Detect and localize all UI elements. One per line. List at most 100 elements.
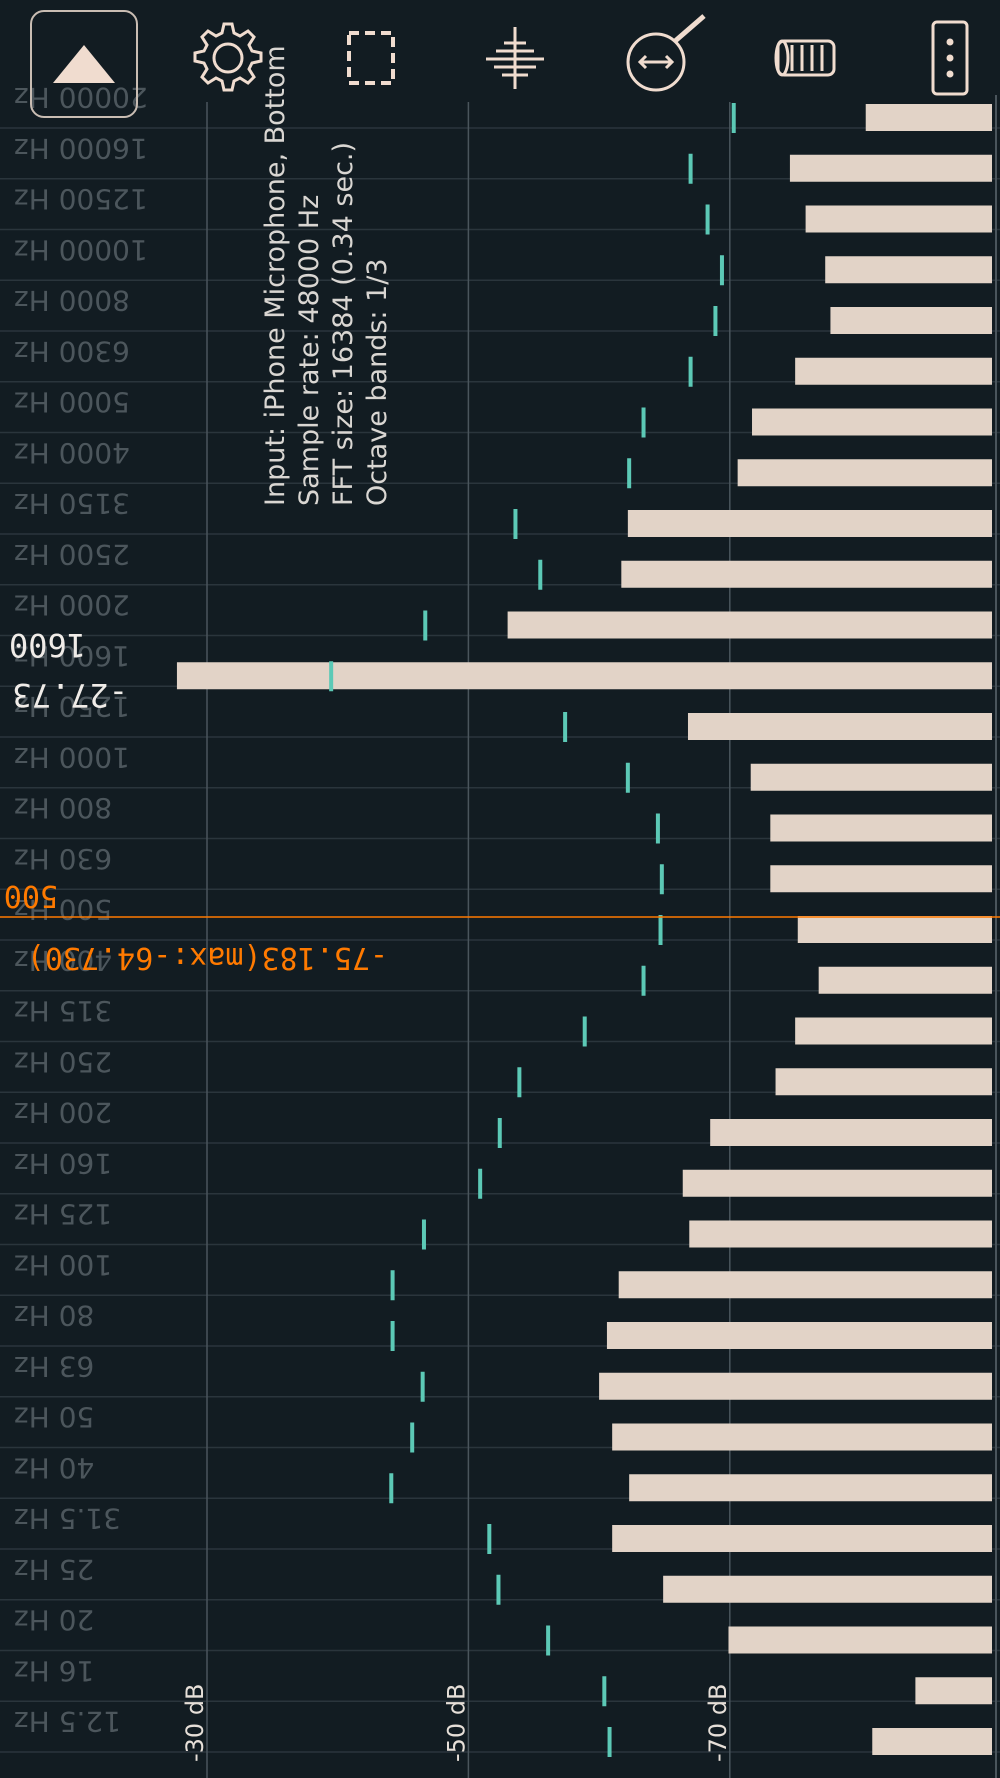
frequency-label: 8000 Hz xyxy=(14,284,130,317)
level-bar xyxy=(915,1677,992,1705)
level-bar xyxy=(872,1728,992,1755)
peak-marker xyxy=(641,407,646,438)
triangle-up-icon xyxy=(53,45,115,83)
level-bar xyxy=(789,154,992,182)
level-bar xyxy=(710,1119,992,1146)
level-bar xyxy=(795,357,992,385)
waveform-icon xyxy=(486,27,544,89)
level-bar xyxy=(618,1271,992,1299)
frequency-label: 12500 Hz xyxy=(14,183,148,216)
frequency-label: 125 Hz xyxy=(14,1198,112,1231)
level-bar xyxy=(750,763,992,791)
peak-marker xyxy=(688,153,693,184)
frequency-label: 250 Hz xyxy=(14,1045,112,1078)
frequency-label: 16000 Hz xyxy=(14,132,148,165)
frequency-label: 2500 Hz xyxy=(14,538,130,571)
level-bar xyxy=(599,1372,992,1400)
level-bar xyxy=(797,916,992,943)
horizontal-zoom-magnifier-icon xyxy=(626,14,706,92)
level-bar xyxy=(612,1525,992,1552)
peak-marker xyxy=(719,255,724,286)
peak-marker xyxy=(390,1321,395,1351)
frequency-label: 6300 Hz xyxy=(14,335,130,368)
more-button[interactable] xyxy=(900,8,1000,108)
peak-marker xyxy=(688,356,693,387)
peak-marker xyxy=(659,864,664,895)
frequency-label: 500 Hz xyxy=(14,893,112,926)
info-fft-size-text: FFT size: 16384 (0.34 sec.) xyxy=(328,142,359,506)
level-bar xyxy=(795,1017,992,1045)
db-tick-label: -30 dB xyxy=(181,1683,209,1762)
frequency-label: 5000 Hz xyxy=(14,386,130,419)
zoom-button[interactable] xyxy=(612,8,712,108)
frequency-label: 630 Hz xyxy=(14,842,112,875)
level-bar xyxy=(770,865,992,893)
level-bar xyxy=(682,1169,992,1197)
frequency-label: 16 Hz xyxy=(14,1654,94,1687)
vertical-ellipsis-icon xyxy=(931,20,969,96)
waveform-button[interactable] xyxy=(465,8,565,108)
db-tick-label: -50 dB xyxy=(442,1683,470,1762)
peak-value-label: -27.73 xyxy=(12,676,128,714)
frequency-label: 40 Hz xyxy=(14,1451,94,1484)
level-bar xyxy=(818,966,992,994)
peak-marker xyxy=(420,1371,425,1402)
frequency-label: 160 Hz xyxy=(14,1147,112,1180)
level-bar xyxy=(687,713,992,740)
frequency-label: 3150 Hz xyxy=(14,487,130,520)
frequency-label: 50 Hz xyxy=(14,1401,94,1434)
cursor-frequency-label: 500 xyxy=(4,878,58,913)
peak-marker xyxy=(497,1118,502,1148)
frequency-label: 12.5 Hz xyxy=(14,1705,121,1738)
level-bar xyxy=(728,1626,992,1654)
level-bar xyxy=(825,256,992,284)
peak-marker xyxy=(582,1016,587,1047)
selection-button[interactable] xyxy=(322,8,422,108)
frequency-label: 80 Hz xyxy=(14,1299,94,1332)
level-bar xyxy=(621,560,992,588)
clear-button[interactable] xyxy=(756,8,856,108)
peak-marker xyxy=(410,1422,415,1453)
frequency-label: 800 Hz xyxy=(14,792,112,825)
collapse-button[interactable] xyxy=(30,10,138,118)
peak-marker xyxy=(487,1524,492,1554)
peak-marker xyxy=(658,915,663,945)
peak-marker xyxy=(423,610,428,641)
db-tick-label: -70 dB xyxy=(704,1683,732,1762)
frequency-label: 63 Hz xyxy=(14,1350,94,1383)
settings-button[interactable] xyxy=(178,8,278,108)
frequency-label: 31.5 Hz xyxy=(14,1502,121,1535)
frequency-label: 1600 Hz xyxy=(14,639,130,672)
level-bar xyxy=(176,662,993,690)
peak-marker xyxy=(478,1168,483,1199)
info-input-text: Input: iPhone Microphone, Bottom xyxy=(260,45,291,506)
frequency-label: 400 Hz xyxy=(14,944,112,977)
peak-marker xyxy=(517,1067,522,1098)
level-bar xyxy=(770,814,992,842)
info-octave-bands-text: Octave bands: 1/3 xyxy=(362,258,393,506)
level-bar xyxy=(752,408,992,436)
peak-marker xyxy=(546,1625,551,1656)
peak-frequency-label: 1600 xyxy=(9,626,86,664)
level-bar xyxy=(689,1220,992,1248)
level-bar xyxy=(805,205,992,233)
level-bar xyxy=(627,510,992,537)
level-bar xyxy=(663,1575,992,1603)
level-bar xyxy=(507,611,992,639)
peak-marker xyxy=(421,1219,426,1250)
level-bar xyxy=(606,1322,992,1349)
frequency-label: 10000 Hz xyxy=(14,233,148,266)
frequency-label: 25 Hz xyxy=(14,1553,94,1586)
toolbar xyxy=(0,0,1000,118)
peak-marker xyxy=(655,813,660,844)
frequency-label: 200 Hz xyxy=(14,1096,112,1129)
peak-marker xyxy=(731,103,736,133)
level-bar xyxy=(830,307,992,334)
info-sample-rate-text: Sample rate: 48000 Hz xyxy=(294,195,325,506)
peak-marker xyxy=(538,559,543,590)
level-bar xyxy=(612,1423,992,1451)
level-bar xyxy=(775,1068,992,1096)
frequency-label: 2000 Hz xyxy=(14,589,130,622)
dashed-rectangle-icon xyxy=(347,31,395,85)
